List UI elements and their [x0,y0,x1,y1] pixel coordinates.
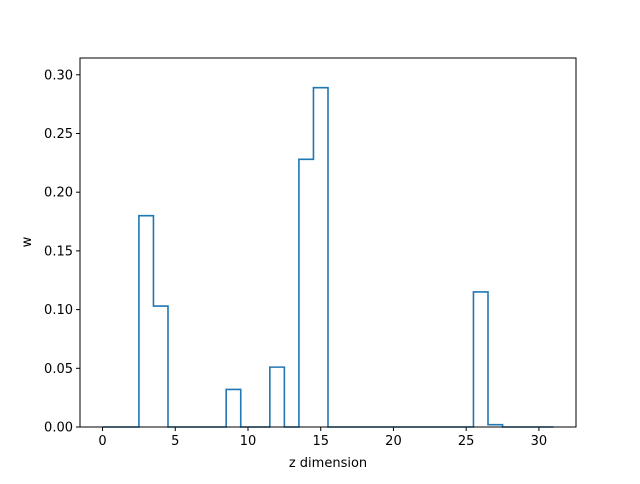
x-axis-label: z dimension [289,456,367,471]
y-tick-label: 0.20 [44,186,73,201]
x-tick-label: 30 [531,434,548,449]
x-tick-label: 25 [458,434,475,449]
x-tick-label: 15 [312,434,329,449]
y-axis-label: w [20,236,35,247]
series-layer [102,86,554,428]
x-tick-label: 20 [385,434,402,449]
y-tick-label: 0.00 [44,421,73,436]
plot-frame [79,57,577,428]
x-tick-label: 10 [240,434,257,449]
ticks-layer: 0 5 10 15 20 25 30 0.00 0.05 0.10 0.15 0.20 0.25 0.30 [44,68,547,449]
x-tick-label: 5 [171,434,179,449]
y-tick-label: 0.15 [44,244,73,259]
y-tick-label: 0.05 [44,362,73,377]
x-tick-label: 0 [98,434,106,449]
y-tick-label: 0.10 [44,303,73,318]
series-step-line [102,86,554,428]
y-tick-label: 0.30 [44,68,73,83]
y-tick-label: 0.25 [44,127,73,142]
